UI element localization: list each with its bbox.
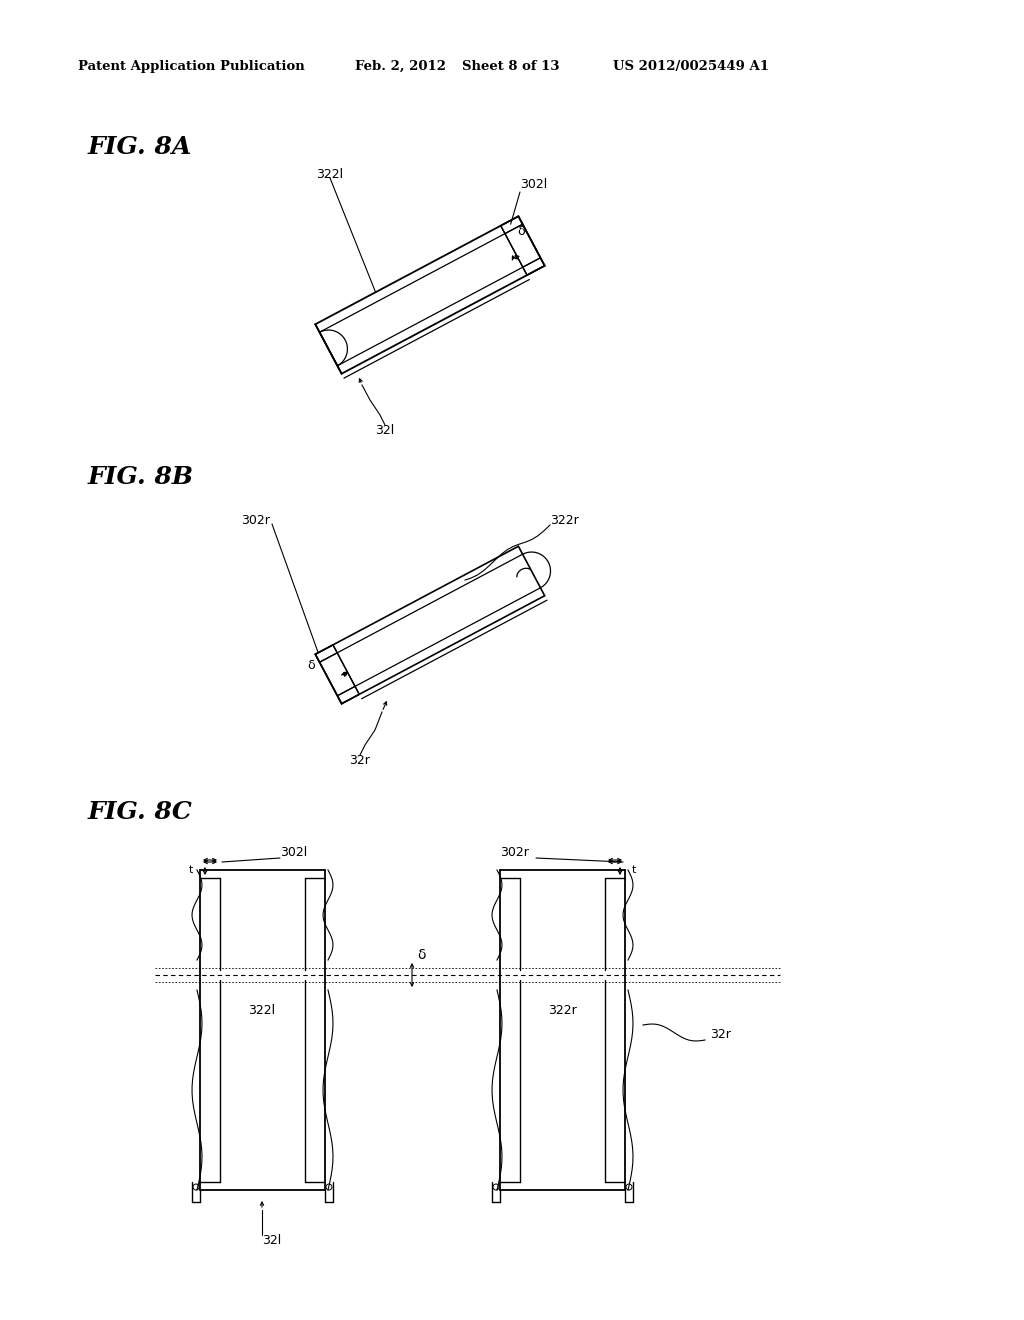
Text: 32l: 32l <box>262 1233 282 1246</box>
Text: 322l: 322l <box>249 1003 275 1016</box>
Text: FIG. 8C: FIG. 8C <box>88 800 193 824</box>
Text: FIG. 8A: FIG. 8A <box>88 135 193 158</box>
Text: 302l: 302l <box>280 846 307 859</box>
Text: t: t <box>632 865 636 875</box>
Text: 302r: 302r <box>241 513 270 527</box>
Text: 32l: 32l <box>376 424 394 437</box>
Text: t: t <box>188 865 193 875</box>
Text: δ: δ <box>417 948 426 962</box>
Text: δ: δ <box>307 659 315 672</box>
Text: 322l: 322l <box>316 169 344 181</box>
Text: 322r: 322r <box>550 513 579 527</box>
Text: 32r: 32r <box>349 754 371 767</box>
Text: Sheet 8 of 13: Sheet 8 of 13 <box>462 59 559 73</box>
Text: 302r: 302r <box>500 846 528 859</box>
Text: Feb. 2, 2012: Feb. 2, 2012 <box>355 59 446 73</box>
Text: 302l: 302l <box>520 178 547 191</box>
Text: 322r: 322r <box>548 1003 577 1016</box>
Text: δ: δ <box>517 224 525 238</box>
Text: 32r: 32r <box>710 1028 731 1041</box>
Text: US 2012/0025449 A1: US 2012/0025449 A1 <box>613 59 769 73</box>
Text: FIG. 8B: FIG. 8B <box>88 465 194 488</box>
Text: Patent Application Publication: Patent Application Publication <box>78 59 305 73</box>
